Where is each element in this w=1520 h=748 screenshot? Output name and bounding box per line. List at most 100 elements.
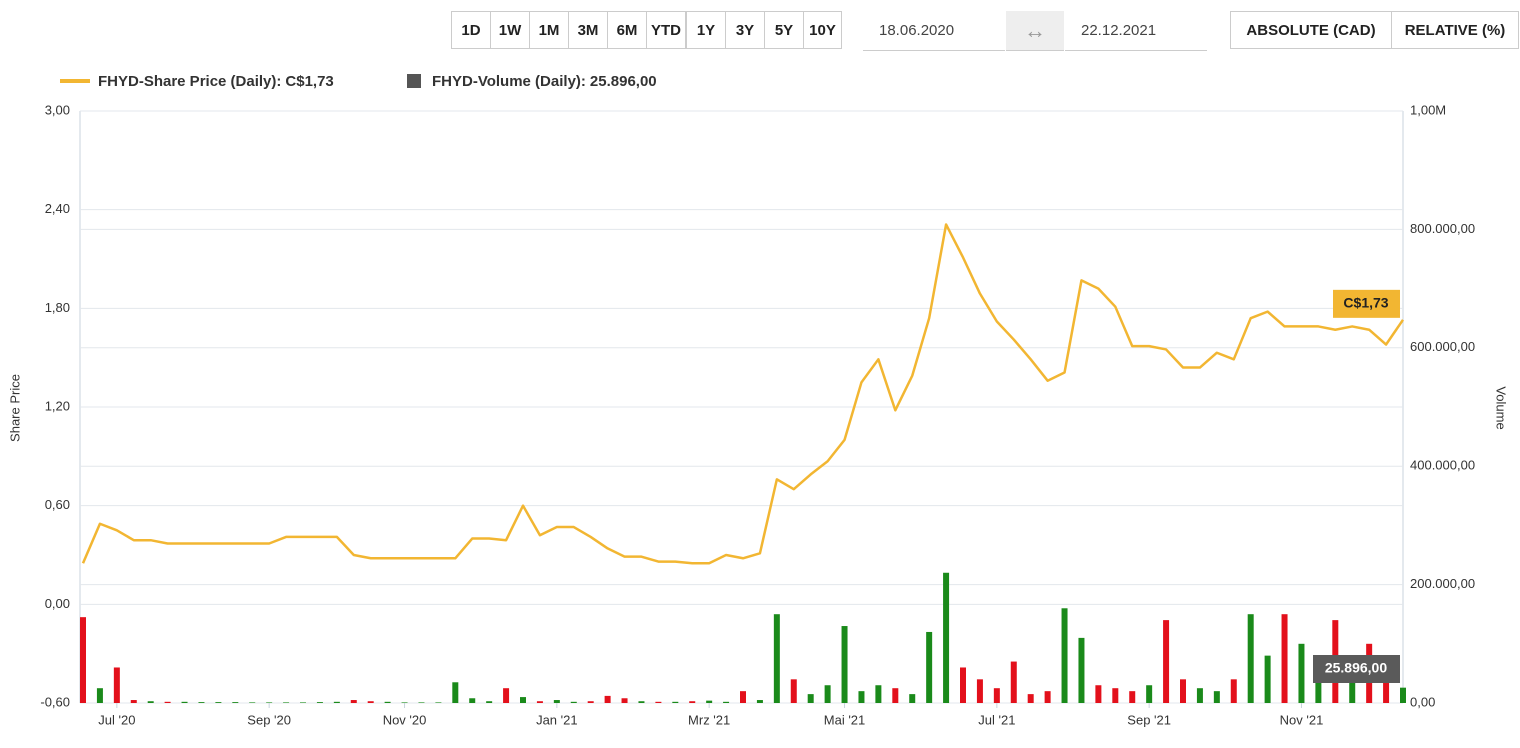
volume-bar bbox=[266, 702, 273, 703]
volume-bar bbox=[469, 698, 476, 703]
volume-bar bbox=[1095, 685, 1102, 703]
volume-bar bbox=[960, 667, 966, 703]
range-button[interactable]: 1W bbox=[490, 11, 530, 49]
y-tick-label: 0,00 bbox=[45, 596, 70, 611]
volume-bar bbox=[1010, 661, 1017, 703]
volume-bar bbox=[418, 702, 425, 703]
x-tick-label: Jul '21 bbox=[978, 712, 1015, 727]
y-tick-label: 2,40 bbox=[45, 201, 70, 216]
legend-label: FHYD-Share Price (Daily): bbox=[98, 73, 281, 90]
date-to[interactable]: 22.12.2021 bbox=[1065, 11, 1207, 51]
volume-bar bbox=[638, 701, 645, 703]
volume-bar bbox=[723, 701, 730, 703]
volume-bar bbox=[1230, 679, 1237, 703]
x-tick-label: Nov '20 bbox=[383, 712, 427, 727]
volume-bar bbox=[1383, 667, 1390, 703]
volume-bar bbox=[1264, 655, 1271, 703]
volume-bar bbox=[824, 685, 831, 703]
y-axis-title: Share Price bbox=[7, 374, 22, 442]
volume-bar bbox=[536, 701, 543, 703]
volume-bar bbox=[706, 700, 713, 703]
volume-bar bbox=[384, 701, 391, 703]
volume-bar bbox=[215, 702, 222, 703]
volume-bar bbox=[486, 701, 493, 703]
volume-bar bbox=[113, 667, 120, 703]
volume-bar bbox=[520, 697, 526, 703]
legend-value: C$1,73 bbox=[285, 73, 333, 90]
range-button[interactable]: 1Y bbox=[686, 11, 726, 49]
volume-bar bbox=[892, 688, 899, 703]
volume-bar bbox=[570, 701, 577, 703]
volume-bar bbox=[926, 631, 933, 703]
volume-bar bbox=[316, 702, 323, 703]
volume-bar bbox=[1298, 643, 1305, 703]
price-line bbox=[81, 223, 1405, 565]
range-button[interactable]: 10Y bbox=[803, 11, 842, 49]
volume-bar bbox=[1196, 688, 1203, 703]
volume-bar bbox=[1112, 688, 1119, 703]
volume-bar bbox=[672, 701, 679, 703]
volume-bar bbox=[909, 694, 916, 703]
price-flag-label: C$1,73 bbox=[1343, 295, 1388, 311]
y-tick-label: -0,60 bbox=[40, 694, 70, 709]
x-tick-label: Sep '21 bbox=[1127, 712, 1171, 727]
volume-bar bbox=[740, 691, 746, 703]
legend-label: FHYD-Volume (Daily): bbox=[432, 73, 586, 90]
volume-bar bbox=[350, 700, 357, 703]
volume-bar bbox=[283, 702, 290, 703]
volume-bar bbox=[756, 700, 763, 703]
y-tick-label: 1,20 bbox=[45, 398, 70, 413]
volume-bar bbox=[503, 688, 510, 703]
date-from[interactable]: 18.06.2020 bbox=[863, 11, 1005, 51]
volume-bar bbox=[943, 572, 950, 703]
x-tick-label: Nov '21 bbox=[1280, 712, 1324, 727]
mode-button[interactable]: RELATIVE (%) bbox=[1391, 11, 1519, 49]
volume-bar bbox=[198, 702, 205, 703]
volume-bar bbox=[232, 702, 239, 703]
range-button[interactable]: 3Y bbox=[725, 11, 765, 49]
range-button[interactable]: 6M bbox=[607, 11, 647, 49]
y2-axis-title: Volume bbox=[1494, 386, 1509, 429]
volume-bar bbox=[553, 700, 560, 703]
volume-bar bbox=[452, 682, 459, 703]
range-button[interactable]: 1M bbox=[529, 11, 569, 49]
volume-bar bbox=[1349, 679, 1356, 703]
y2-tick-label: 0,00 bbox=[1410, 694, 1435, 709]
x-tick-label: Mai '21 bbox=[824, 712, 866, 727]
volume-bar bbox=[435, 702, 442, 703]
volume-bar bbox=[875, 685, 882, 703]
y2-tick-label: 400.000,00 bbox=[1410, 458, 1475, 473]
price-flag bbox=[1333, 289, 1400, 318]
volume-bar bbox=[1400, 687, 1406, 703]
volume-bar bbox=[773, 614, 780, 703]
volume-bar bbox=[1213, 691, 1220, 703]
range-button[interactable]: 5Y bbox=[764, 11, 804, 49]
volume-bar bbox=[604, 695, 611, 703]
volume-bar bbox=[1146, 685, 1153, 703]
volume-bar bbox=[807, 694, 814, 703]
range-button[interactable]: YTD bbox=[646, 11, 686, 49]
y2-tick-label: 600.000,00 bbox=[1410, 339, 1475, 354]
volume-bar bbox=[621, 698, 628, 703]
volume-bar bbox=[1027, 694, 1034, 703]
volume-bar bbox=[1180, 679, 1186, 703]
volume-bar bbox=[689, 701, 696, 703]
volume-bar bbox=[1163, 620, 1170, 703]
volume-bar bbox=[181, 701, 188, 703]
volume-bar bbox=[1078, 637, 1085, 703]
volume-bar bbox=[300, 702, 306, 703]
volume-bar bbox=[96, 688, 103, 703]
date-arrow[interactable]: ↔ bbox=[1006, 11, 1064, 51]
volume-bar bbox=[841, 626, 848, 703]
x-tick-label: Jan '21 bbox=[536, 712, 578, 727]
volume-bar bbox=[164, 701, 171, 703]
volume-bar bbox=[80, 617, 86, 703]
volume-bar bbox=[858, 691, 865, 703]
mode-button[interactable]: ABSOLUTE (CAD) bbox=[1230, 11, 1392, 49]
y2-tick-label: 1,00M bbox=[1410, 102, 1446, 117]
volume-bar bbox=[976, 679, 983, 703]
y-tick-label: 1,80 bbox=[45, 300, 70, 315]
range-button[interactable]: 1D bbox=[451, 11, 491, 49]
